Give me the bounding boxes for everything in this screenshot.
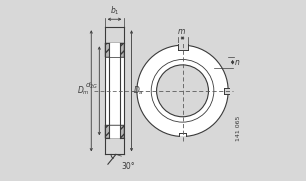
Bar (109, 125, 120, 138)
Bar (179, 136, 186, 138)
Circle shape (157, 65, 208, 117)
Bar (105, 43, 124, 57)
Text: D$_a$: D$_a$ (133, 85, 144, 97)
Bar (224, 88, 229, 94)
Text: m: m (178, 27, 185, 36)
Circle shape (137, 45, 228, 136)
Text: b$_1$: b$_1$ (110, 4, 119, 16)
Text: D$_m$: D$_m$ (77, 85, 90, 97)
Bar (177, 43, 188, 50)
Text: 30°: 30° (121, 162, 135, 171)
Bar (179, 133, 186, 136)
Bar (105, 125, 124, 138)
Text: n: n (234, 58, 239, 67)
Circle shape (157, 65, 208, 117)
Bar (105, 57, 124, 125)
Bar (109, 43, 120, 138)
Text: 141 065: 141 065 (236, 115, 241, 141)
Bar (109, 43, 120, 57)
Text: d$_{2G}$: d$_{2G}$ (85, 80, 99, 90)
